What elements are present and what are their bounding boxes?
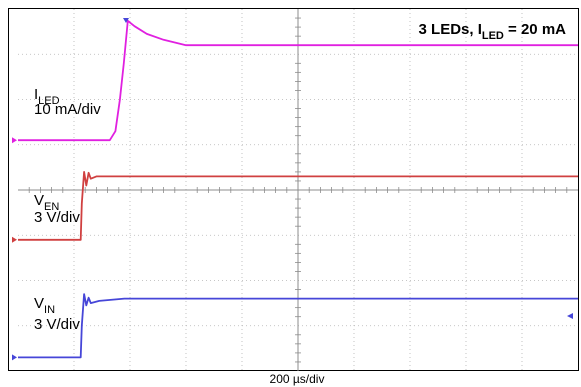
scale-label-iled: 10 mA/div — [34, 101, 101, 118]
ground-marker-vin — [12, 354, 17, 361]
trace-layer — [12, 19, 578, 361]
trace-vin — [18, 293, 578, 359]
scale-label-vin: 3 V/div — [34, 316, 80, 333]
series-label-ven: VEN — [34, 192, 59, 213]
ground-marker-ven — [12, 236, 17, 243]
scale-label-ven: 3 V/div — [34, 209, 80, 226]
chart-title: 3 LEDs, ILED = 20 mA — [419, 21, 567, 42]
trace-ven — [18, 171, 578, 241]
x-axis-label: 200 µs/div — [270, 372, 325, 386]
series-label-iled: ILED — [34, 86, 60, 107]
trace-iled — [18, 19, 578, 142]
trigger-position-marker — [123, 18, 129, 23]
trigger-level-marker — [567, 313, 573, 319]
graticule — [18, 9, 578, 371]
series-label-vin: VIN — [34, 295, 55, 316]
ground-marker-iled — [12, 137, 17, 144]
